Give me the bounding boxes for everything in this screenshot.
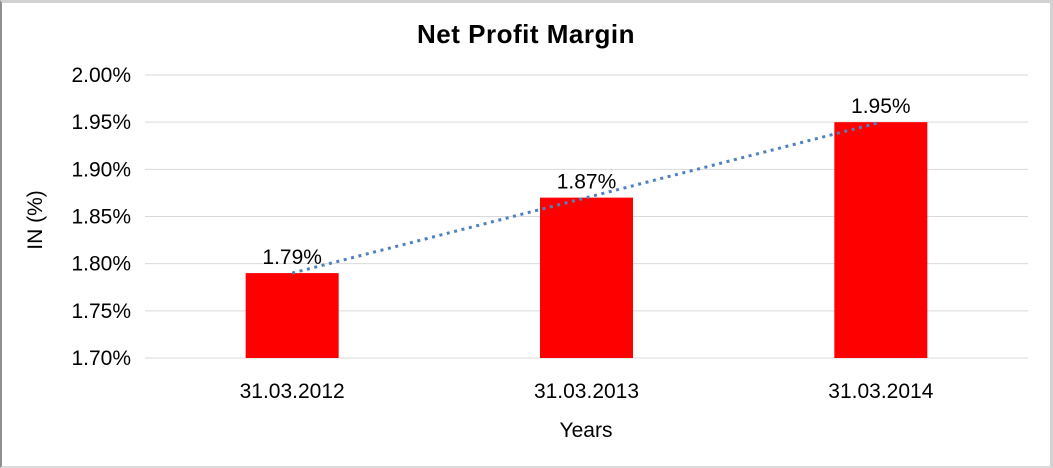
y-tick-label: 1.85% <box>71 206 131 229</box>
y-axis-title: IN (%) <box>24 190 47 250</box>
plot-area: 1.70% 1.75% 1.80% 1.85% 1.90% 1.95% 2.00% 31.03… <box>71 64 1028 403</box>
bar <box>540 197 633 358</box>
bar <box>245 273 339 358</box>
x-category-label: 31.03.2014 <box>828 380 933 403</box>
y-tick-label: 1.95% <box>71 111 131 134</box>
y-tick-label: 1.80% <box>71 253 131 276</box>
y-tick-label: 1.70% <box>71 347 131 370</box>
chart-title: Net Profit Margin <box>417 19 635 49</box>
x-category-label: 31.03.2012 <box>240 380 345 403</box>
x-axis-title: Years <box>559 419 613 442</box>
bar <box>834 122 928 359</box>
trendline <box>291 120 882 275</box>
bar-value-label: 1.95% <box>851 95 911 118</box>
bar-value-label: 1.79% <box>262 246 322 269</box>
bar-value-label: 1.87% <box>557 171 617 194</box>
y-tick-label: 1.90% <box>71 158 131 181</box>
x-category-label: 31.03.2013 <box>534 380 639 403</box>
y-tick-label: 2.00% <box>71 64 131 87</box>
y-tick-label: 1.75% <box>71 300 131 323</box>
